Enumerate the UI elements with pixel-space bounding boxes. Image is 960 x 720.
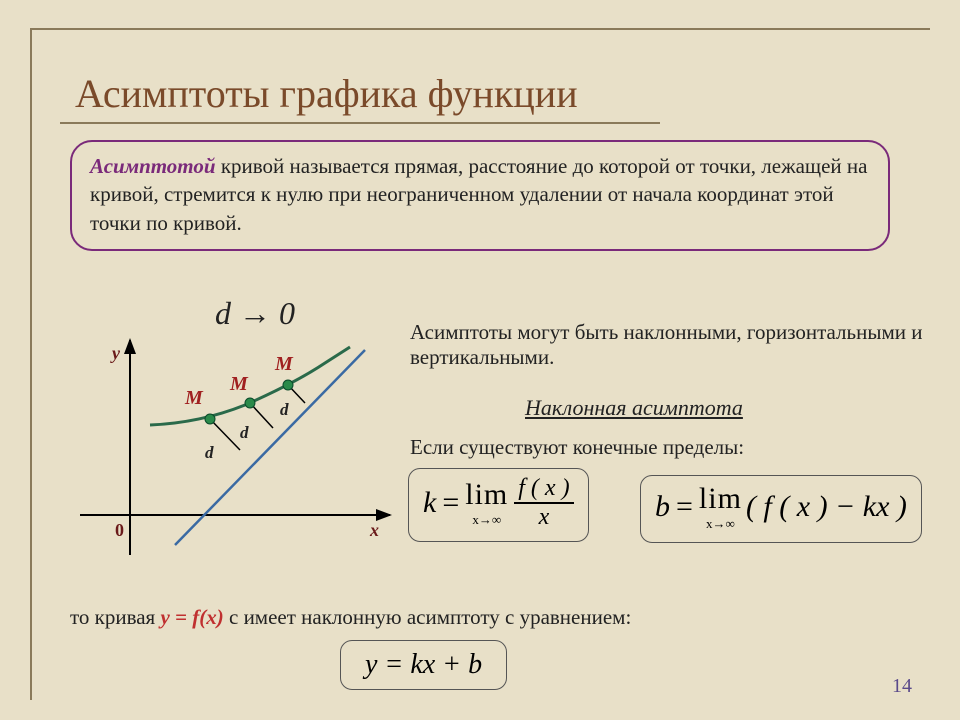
page-number: 14 bbox=[892, 675, 912, 698]
formula-k-eq: = bbox=[442, 486, 459, 520]
finite-limits-text: Если существуют конечные пределы: bbox=[410, 435, 744, 460]
formula-b-eq: = bbox=[676, 490, 693, 524]
origin-label: 0 bbox=[115, 520, 124, 541]
formula-k-num: f ( x ) bbox=[514, 475, 573, 502]
formula-y-box: y = kx + b bbox=[340, 640, 507, 690]
definition-text: Асимптотой кривой называется прямая, рас… bbox=[90, 152, 870, 237]
definition-box: Асимптотой кривой называется прямая, рас… bbox=[70, 140, 890, 251]
graph-area: d → 0 y x 0 M M M d d d bbox=[70, 295, 400, 570]
title-underline bbox=[60, 122, 660, 124]
formula-k-den: x bbox=[535, 504, 554, 531]
formula-k-lim: lim bbox=[465, 478, 508, 512]
frame-top bbox=[30, 28, 930, 30]
conclusion-post: с имеет наклонную асимптоту с уравнением… bbox=[224, 605, 632, 629]
m-label-3: M bbox=[275, 353, 293, 376]
d-label-2: d bbox=[240, 423, 249, 443]
frame-left bbox=[30, 28, 32, 700]
formula-k-box: k = lim x→∞ f ( x ) x bbox=[408, 468, 589, 542]
definition-lead: Асимптотой bbox=[90, 154, 216, 178]
formula-y-content: y = kx + b bbox=[365, 649, 482, 680]
formula-b-sub: x→∞ bbox=[706, 516, 735, 532]
d-label-1: d bbox=[205, 443, 214, 463]
d-label-3: d bbox=[280, 400, 289, 420]
conclusion-pre: то кривая bbox=[70, 605, 160, 629]
page-title: Асимптоты графика функции bbox=[75, 70, 578, 117]
conclusion-fx: y = f(x) bbox=[160, 605, 223, 629]
m-label-1: M bbox=[185, 387, 203, 410]
formula-b-inner: ( f ( x ) − kx ) bbox=[746, 490, 907, 524]
conclusion-text: то кривая y = f(x) с имеет наклонную аси… bbox=[70, 605, 631, 630]
x-axis-label: x bbox=[370, 520, 379, 541]
oblique-asymptote-heading: Наклонная асимптота bbox=[525, 395, 743, 421]
formula-b-lim: lim bbox=[699, 482, 742, 516]
formula-k-frac: f ( x ) x bbox=[514, 475, 573, 531]
formula-k-lhs: k bbox=[423, 486, 436, 520]
formula-b-lhs: b bbox=[655, 490, 670, 524]
m-label-2: M bbox=[230, 373, 248, 396]
asymptote-types-text: Асимптоты могут быть наклонными, горизон… bbox=[410, 320, 930, 370]
formula-b-box: b = lim x→∞ ( f ( x ) − kx ) bbox=[640, 475, 922, 543]
formula-k-sub: x→∞ bbox=[472, 512, 501, 528]
y-axis-label: y bbox=[112, 343, 120, 364]
